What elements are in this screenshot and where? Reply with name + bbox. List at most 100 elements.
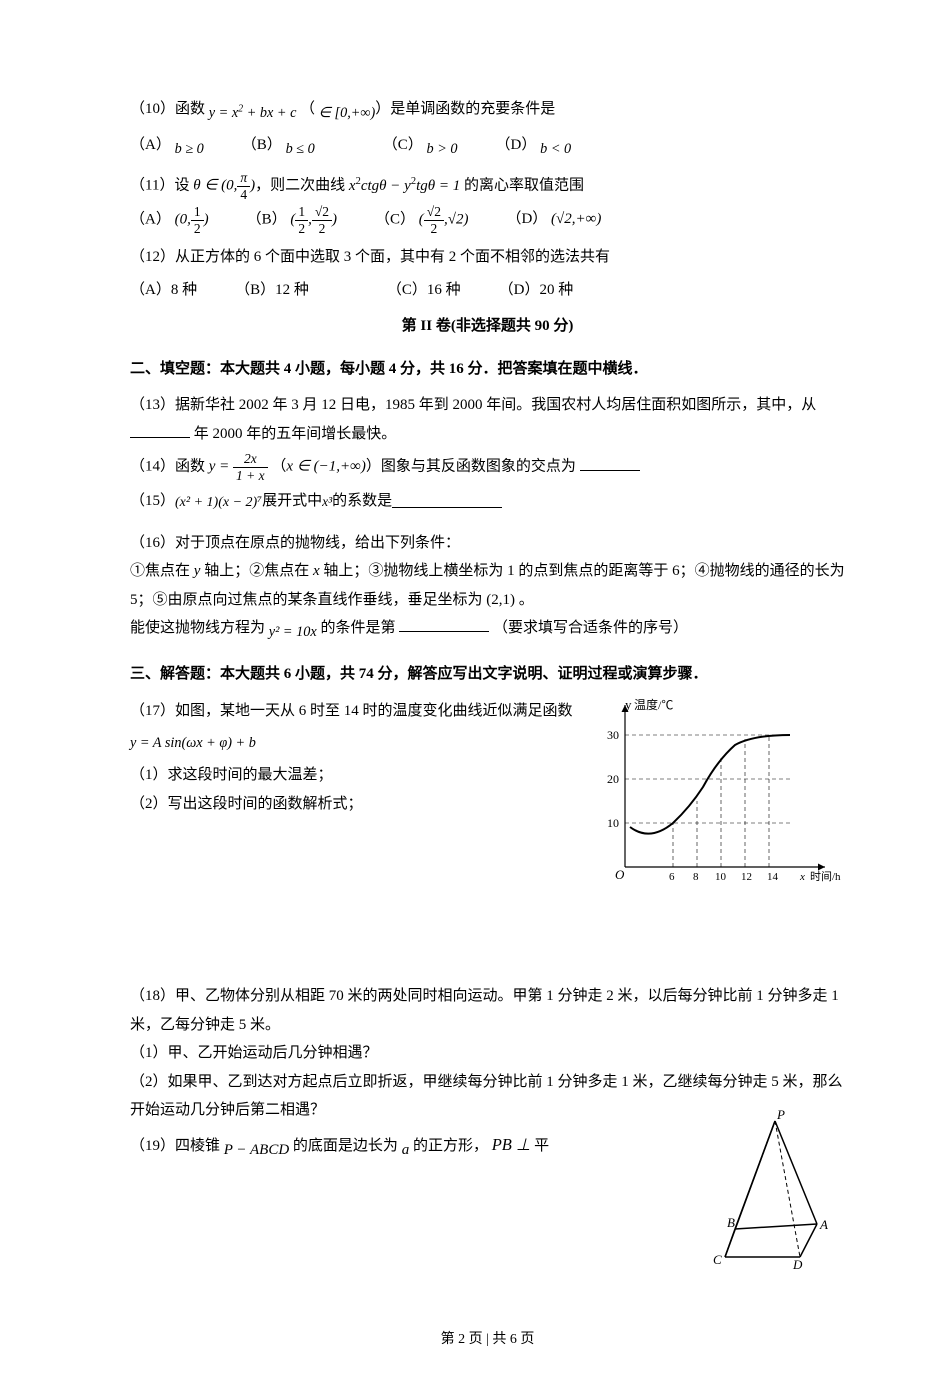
q11-option-c: （C） (√22,√2) — [375, 205, 468, 235]
q10-y: y = x — [209, 105, 238, 121]
label-p: P — [776, 1109, 785, 1122]
q16-ask1: 能使这抛物线方程为 — [130, 620, 265, 636]
xtick-8: 8 — [693, 871, 699, 883]
edge-pd — [775, 1121, 800, 1257]
q10-options: （A） b ≥ 0 （B） b ≤ 0 （C） b > 0 （D） b < 0 — [130, 131, 845, 163]
q10-domain: ∈ [0,+∞) — [315, 105, 375, 121]
section3-heading: 三、解答题：本大题共 6 小题，共 74 分，解答应写出文字说明、证明过程或演算… — [130, 660, 845, 689]
q11-c-fd: 2 — [424, 221, 444, 236]
q10-option-c: （C） b > 0 — [383, 131, 458, 163]
q14-fd: 1 + x — [233, 468, 268, 483]
chart-ylabel: y — [625, 697, 632, 712]
q10-label: （10）函数 — [130, 101, 205, 117]
q16-ask2: 的条件是第 — [320, 620, 395, 636]
xtick-6: 6 — [669, 871, 675, 883]
q11-b-f1d: 2 — [295, 221, 308, 236]
q12-option-b: （B）12 种 — [235, 276, 309, 305]
q16-c1: ①焦点在 — [130, 563, 190, 579]
q19-text3: 的正方形， — [413, 1138, 488, 1154]
q14-yeq: y = — [209, 459, 230, 475]
chart-xlabel: 时间/h — [810, 870, 841, 883]
q10-c-label: （C） — [383, 137, 423, 153]
q11-c-label: （C） — [375, 212, 415, 228]
q15-label: （15） — [130, 487, 175, 516]
q11-a-fd: 2 — [191, 221, 204, 236]
curve — [630, 735, 790, 834]
q14-dopen: （ — [271, 459, 286, 475]
q19-var2: a — [402, 1142, 410, 1158]
question-13: （13）据新华社 2002 年 3 月 12 日电，1985 年到 2000 年… — [130, 391, 845, 448]
q11-a-open: (0, — [175, 212, 191, 228]
q17-text1: （17）如图，某地一天从 6 时至 14 时的温度变化曲线近似满足函数 — [130, 703, 573, 719]
q12-option-c: （C）16 种 — [387, 276, 461, 305]
q14-domain: x ∈ (−1,+∞) — [286, 459, 365, 475]
q14-dclose: ）图象与其反函数图象的交点为 — [366, 459, 576, 475]
question-10: （10）函数 y = x2 + bx + c （ ∈ [0,+∞)）是单调函数的… — [130, 95, 845, 127]
edge-pa — [775, 1121, 817, 1224]
edge-bc — [725, 1229, 735, 1257]
ytick-10: 10 — [607, 816, 619, 830]
label-c: C — [713, 1252, 722, 1267]
q10-option-a: （A） b ≥ 0 — [130, 131, 204, 163]
q16-c2var: x — [313, 563, 320, 579]
pyramid-svg: P A B C D — [705, 1109, 845, 1269]
q11-c-fn: √2 — [424, 205, 444, 221]
q10-d-label: （D） — [496, 137, 537, 153]
q16-blank — [399, 619, 489, 633]
edge-ba — [735, 1224, 817, 1229]
q19-text4: 平 — [534, 1138, 549, 1154]
q15-formula: (x² + 1)(x − 2)⁷ — [175, 490, 262, 517]
q11-option-d: （D） (√2,+∞) — [506, 205, 601, 235]
question-12: （12）从正方体的 6 个面中选取 3 个面，其中有 2 个面不相邻的选法共有 — [130, 243, 845, 272]
xtick-14: 14 — [767, 871, 779, 883]
q11-b-f2n: √2 — [312, 205, 332, 221]
q11-text: ，则二次曲线 — [255, 178, 345, 194]
question-17: y 温度/℃ 10 20 30 6 8 10 12 14 — [130, 697, 845, 898]
ytick-30: 30 — [607, 728, 619, 742]
q15-text1: 展开式中 — [262, 487, 322, 516]
q11-a-fn: 1 — [191, 205, 204, 221]
label-a: A — [819, 1217, 828, 1232]
section2-title: 第 II 卷(非选择题共 90 分) — [130, 312, 845, 341]
edge-da — [800, 1224, 817, 1257]
q10-b-math: b ≤ 0 — [286, 141, 315, 157]
q13-text2: 年 2000 年的五年间增长最快。 — [194, 426, 397, 442]
q11-fd: 4 — [237, 187, 250, 202]
q19-var3: PB ⊥ — [492, 1135, 531, 1154]
q14-label: （14）函数 — [130, 459, 205, 475]
q11-theta: θ ∈ (0, — [193, 178, 237, 194]
q11-label: （11）设 — [130, 178, 189, 194]
origin-label: O — [615, 867, 625, 882]
q10-c-math: b > 0 — [427, 141, 458, 157]
q10-dom-suf: ）是单调函数的充要条件是 — [375, 101, 555, 117]
q16-ask3: （要求填写合适条件的序号） — [493, 620, 688, 636]
q11-curve-rest: ctgθ − y — [361, 178, 411, 194]
question-11: （11）设 θ ∈ (0,π4)，则二次曲线 x2ctgθ − y2tgθ = … — [130, 171, 845, 201]
q16-intro: （16）对于顶点在原点的抛物线，给出下列条件： — [130, 529, 845, 558]
q11-curve-end: tgθ = 1 — [416, 178, 460, 194]
q19-var1: P − ABCD — [224, 1142, 289, 1158]
chart-xlabel-x: x — [799, 871, 805, 883]
question-15: （15） (x² + 1)(x − 2)⁷ 展开式中 x³ 的系数是 — [130, 486, 845, 517]
xtick-10: 10 — [715, 871, 727, 883]
pyramid-figure: P A B C D — [705, 1109, 845, 1280]
chart-ylabel2: 温度/℃ — [634, 697, 673, 712]
q18-sub1: （1）甲、乙开始运动后几分钟相遇？ — [130, 1039, 845, 1068]
q16-c1var: y — [194, 563, 201, 579]
temp-chart: y 温度/℃ 10 20 30 6 8 10 12 14 — [595, 697, 845, 898]
q15-var: x³ — [322, 489, 332, 515]
q11-options: （A） (0,12) （B） (12,√22) （C） (√22,√2) （D）… — [130, 205, 845, 235]
q11-curve: x — [349, 178, 356, 194]
q16-c1end: 轴上；②焦点在 — [204, 563, 309, 579]
q16-coordend: 。 — [519, 592, 534, 608]
q11-option-b: （B） (12,√22) — [247, 205, 337, 235]
q10-option-b: （B） b ≤ 0 — [242, 131, 315, 163]
q19-text1: （19）四棱锥 — [130, 1138, 220, 1154]
q10-d-math: b < 0 — [540, 141, 571, 157]
q10-a-math: b ≥ 0 — [175, 141, 204, 157]
q11-b-close: ) — [332, 212, 337, 228]
xtick-12: 12 — [741, 871, 752, 883]
q11-d-label: （D） — [506, 211, 547, 227]
q17-formula: y = A sin(ωx + φ) + b — [130, 735, 256, 751]
question-14: （14）函数 y = 2x1 + x （x ∈ (−1,+∞)）图象与其反函数图… — [130, 452, 845, 482]
